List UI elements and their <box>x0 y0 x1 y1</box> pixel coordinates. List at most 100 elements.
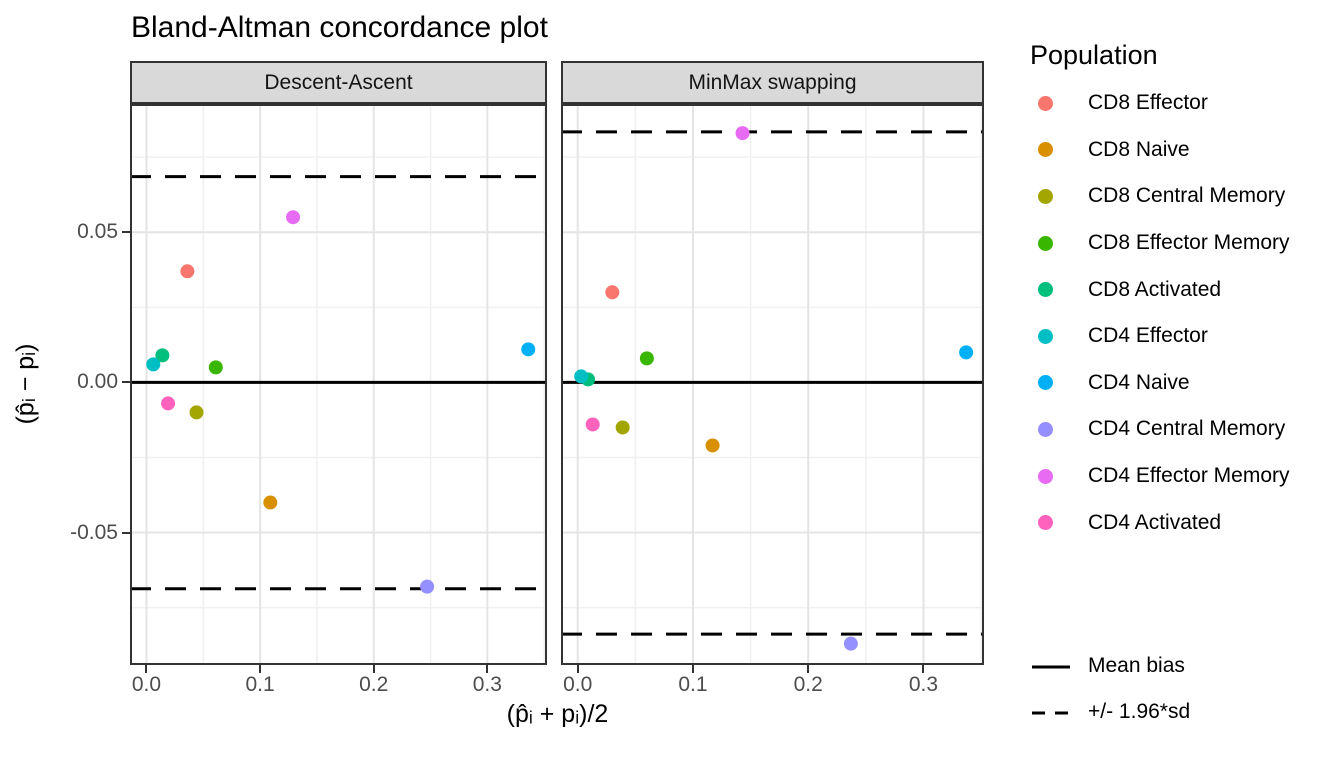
legend-item-limits: +/- 1.96*sd <box>1030 689 1190 735</box>
data-point <box>146 357 161 372</box>
legend-key <box>1030 95 1060 111</box>
x-tick-mark <box>807 665 810 673</box>
legend-key <box>1030 282 1060 298</box>
legend-item-cd4-activated: CD4 Activated <box>1030 499 1290 546</box>
legend-item-label: CD8 Effector <box>1088 91 1208 115</box>
data-point <box>705 438 720 453</box>
legend-item-label: CD4 Effector <box>1088 324 1208 348</box>
panel-border <box>130 104 547 665</box>
panel-border <box>561 104 984 665</box>
x-tick-label: 0.3 <box>472 673 502 696</box>
legend-color-dot-icon <box>1037 235 1053 251</box>
data-point <box>843 636 858 651</box>
facet-panel-descent-ascent <box>130 104 547 665</box>
x-tick-mark <box>372 665 375 673</box>
facet-strip-descent-ascent: Descent-Ascent <box>130 61 547 104</box>
data-point <box>959 345 974 360</box>
data-point <box>615 420 630 435</box>
legend-item-label: CD8 Central Memory <box>1088 184 1286 208</box>
x-tick-mark <box>259 665 262 673</box>
legend-item-label: CD4 Central Memory <box>1088 417 1286 441</box>
legend-item-cd8-central-memory: CD8 Central Memory <box>1030 173 1290 220</box>
legend-item-cd8-effector-memory: CD8 Effector Memory <box>1030 220 1290 267</box>
scatter-plot-descent-ascent <box>130 104 547 665</box>
facet-strip-label: MinMax swapping <box>688 70 857 94</box>
x-tick-label: 0.2 <box>359 673 389 696</box>
x-axis-title: (p̂ᵢ + pᵢ)/2 <box>506 700 609 728</box>
scatter-plot-minmax-swapping <box>561 104 984 665</box>
x-tick-mark <box>486 665 489 673</box>
legend-key <box>1030 515 1060 531</box>
x-tick-mark <box>145 665 148 673</box>
legend-key <box>1030 142 1060 158</box>
data-point <box>420 579 435 594</box>
data-point <box>605 285 620 300</box>
legend-key <box>1030 375 1060 391</box>
legend-key <box>1030 468 1060 484</box>
legend-color-dot-icon <box>1037 328 1053 344</box>
legend-key <box>1030 421 1060 437</box>
dashed-line-key-icon <box>1032 703 1070 721</box>
legend-item-label: CD8 Naive <box>1088 137 1190 161</box>
data-point <box>585 417 600 432</box>
data-point <box>155 348 170 363</box>
x-tick-label: 0.0 <box>563 673 593 696</box>
legend-key <box>1030 188 1060 204</box>
legend-item-label: CD8 Effector Memory <box>1088 231 1290 255</box>
legend-color-dot-icon <box>1037 515 1053 531</box>
data-point <box>735 126 750 141</box>
data-point <box>180 264 195 279</box>
legend-item-label: CD4 Naive <box>1088 370 1190 394</box>
x-tick-label: 0.0 <box>131 673 162 696</box>
legend-key <box>1030 235 1060 251</box>
legend-item-label: CD4 Effector Memory <box>1088 464 1290 488</box>
y-tick-label: -0.05 <box>70 520 118 544</box>
legend-color-dot-icon <box>1037 282 1053 298</box>
y-tick-mark <box>122 531 130 534</box>
y-tick-mark <box>122 381 130 384</box>
y-tick-mark <box>122 231 130 234</box>
facet-strip-minmax-swapping: MinMax swapping <box>561 61 984 104</box>
legend-item-label: CD4 Activated <box>1088 510 1222 534</box>
solid-line-key-icon <box>1032 657 1070 675</box>
data-point <box>574 369 589 384</box>
legend-item-cd8-effector: CD8 Effector <box>1030 80 1290 127</box>
data-point <box>521 342 536 357</box>
y-tick-label: 0.05 <box>77 220 118 244</box>
legend-item-cd4-central-memory: CD4 Central Memory <box>1030 406 1290 453</box>
legend-color-dot-icon <box>1037 142 1053 158</box>
x-tick-mark <box>922 665 925 673</box>
y-axis-title: (p̂ᵢ − pᵢ) <box>11 343 40 425</box>
x-tick-mark <box>691 665 694 673</box>
legend-title: Population <box>1030 40 1158 70</box>
plot-title: Bland-Altman concordance plot <box>131 11 548 44</box>
legend-color-dot-icon <box>1037 95 1053 111</box>
legend-color-dot-icon <box>1037 375 1053 391</box>
data-point <box>161 396 176 411</box>
legend-color-dot-icon <box>1037 421 1053 437</box>
legend-key <box>1030 328 1060 344</box>
data-point <box>263 495 278 510</box>
legend-item-label: Mean bias <box>1088 654 1185 677</box>
population-legend: Population CD8 Effector CD8 Naive CD8 Cent… <box>1030 40 1290 534</box>
x-tick-label: 0.1 <box>678 673 708 696</box>
facet-panel-minmax-swapping <box>561 104 984 665</box>
legend-color-dot-icon <box>1037 468 1053 484</box>
legend-item-cd8-naive: CD8 Naive <box>1030 127 1290 174</box>
data-point <box>639 351 654 366</box>
legend-item-cd4-naive: CD4 Naive <box>1030 360 1290 407</box>
x-tick-label: 0.2 <box>793 673 823 696</box>
legend-item-cd4-effector-memory: CD4 Effector Memory <box>1030 453 1290 500</box>
x-tick-mark <box>576 665 579 673</box>
legend-item-label: +/- 1.96*sd <box>1088 700 1191 723</box>
legend-item-cd8-activated: CD8 Activated <box>1030 266 1290 313</box>
x-tick-label: 0.1 <box>245 673 275 696</box>
data-point <box>189 405 204 420</box>
legend-color-dot-icon <box>1037 188 1053 204</box>
facet-strip-label: Descent-Ascent <box>264 70 413 94</box>
x-tick-label: 0.3 <box>908 673 939 696</box>
data-point <box>208 360 223 375</box>
linetype-legend: Mean bias +/- 1.96*sd <box>1030 643 1190 735</box>
y-tick-label: 0.00 <box>77 370 118 394</box>
legend-item-label: CD8 Activated <box>1088 277 1222 301</box>
